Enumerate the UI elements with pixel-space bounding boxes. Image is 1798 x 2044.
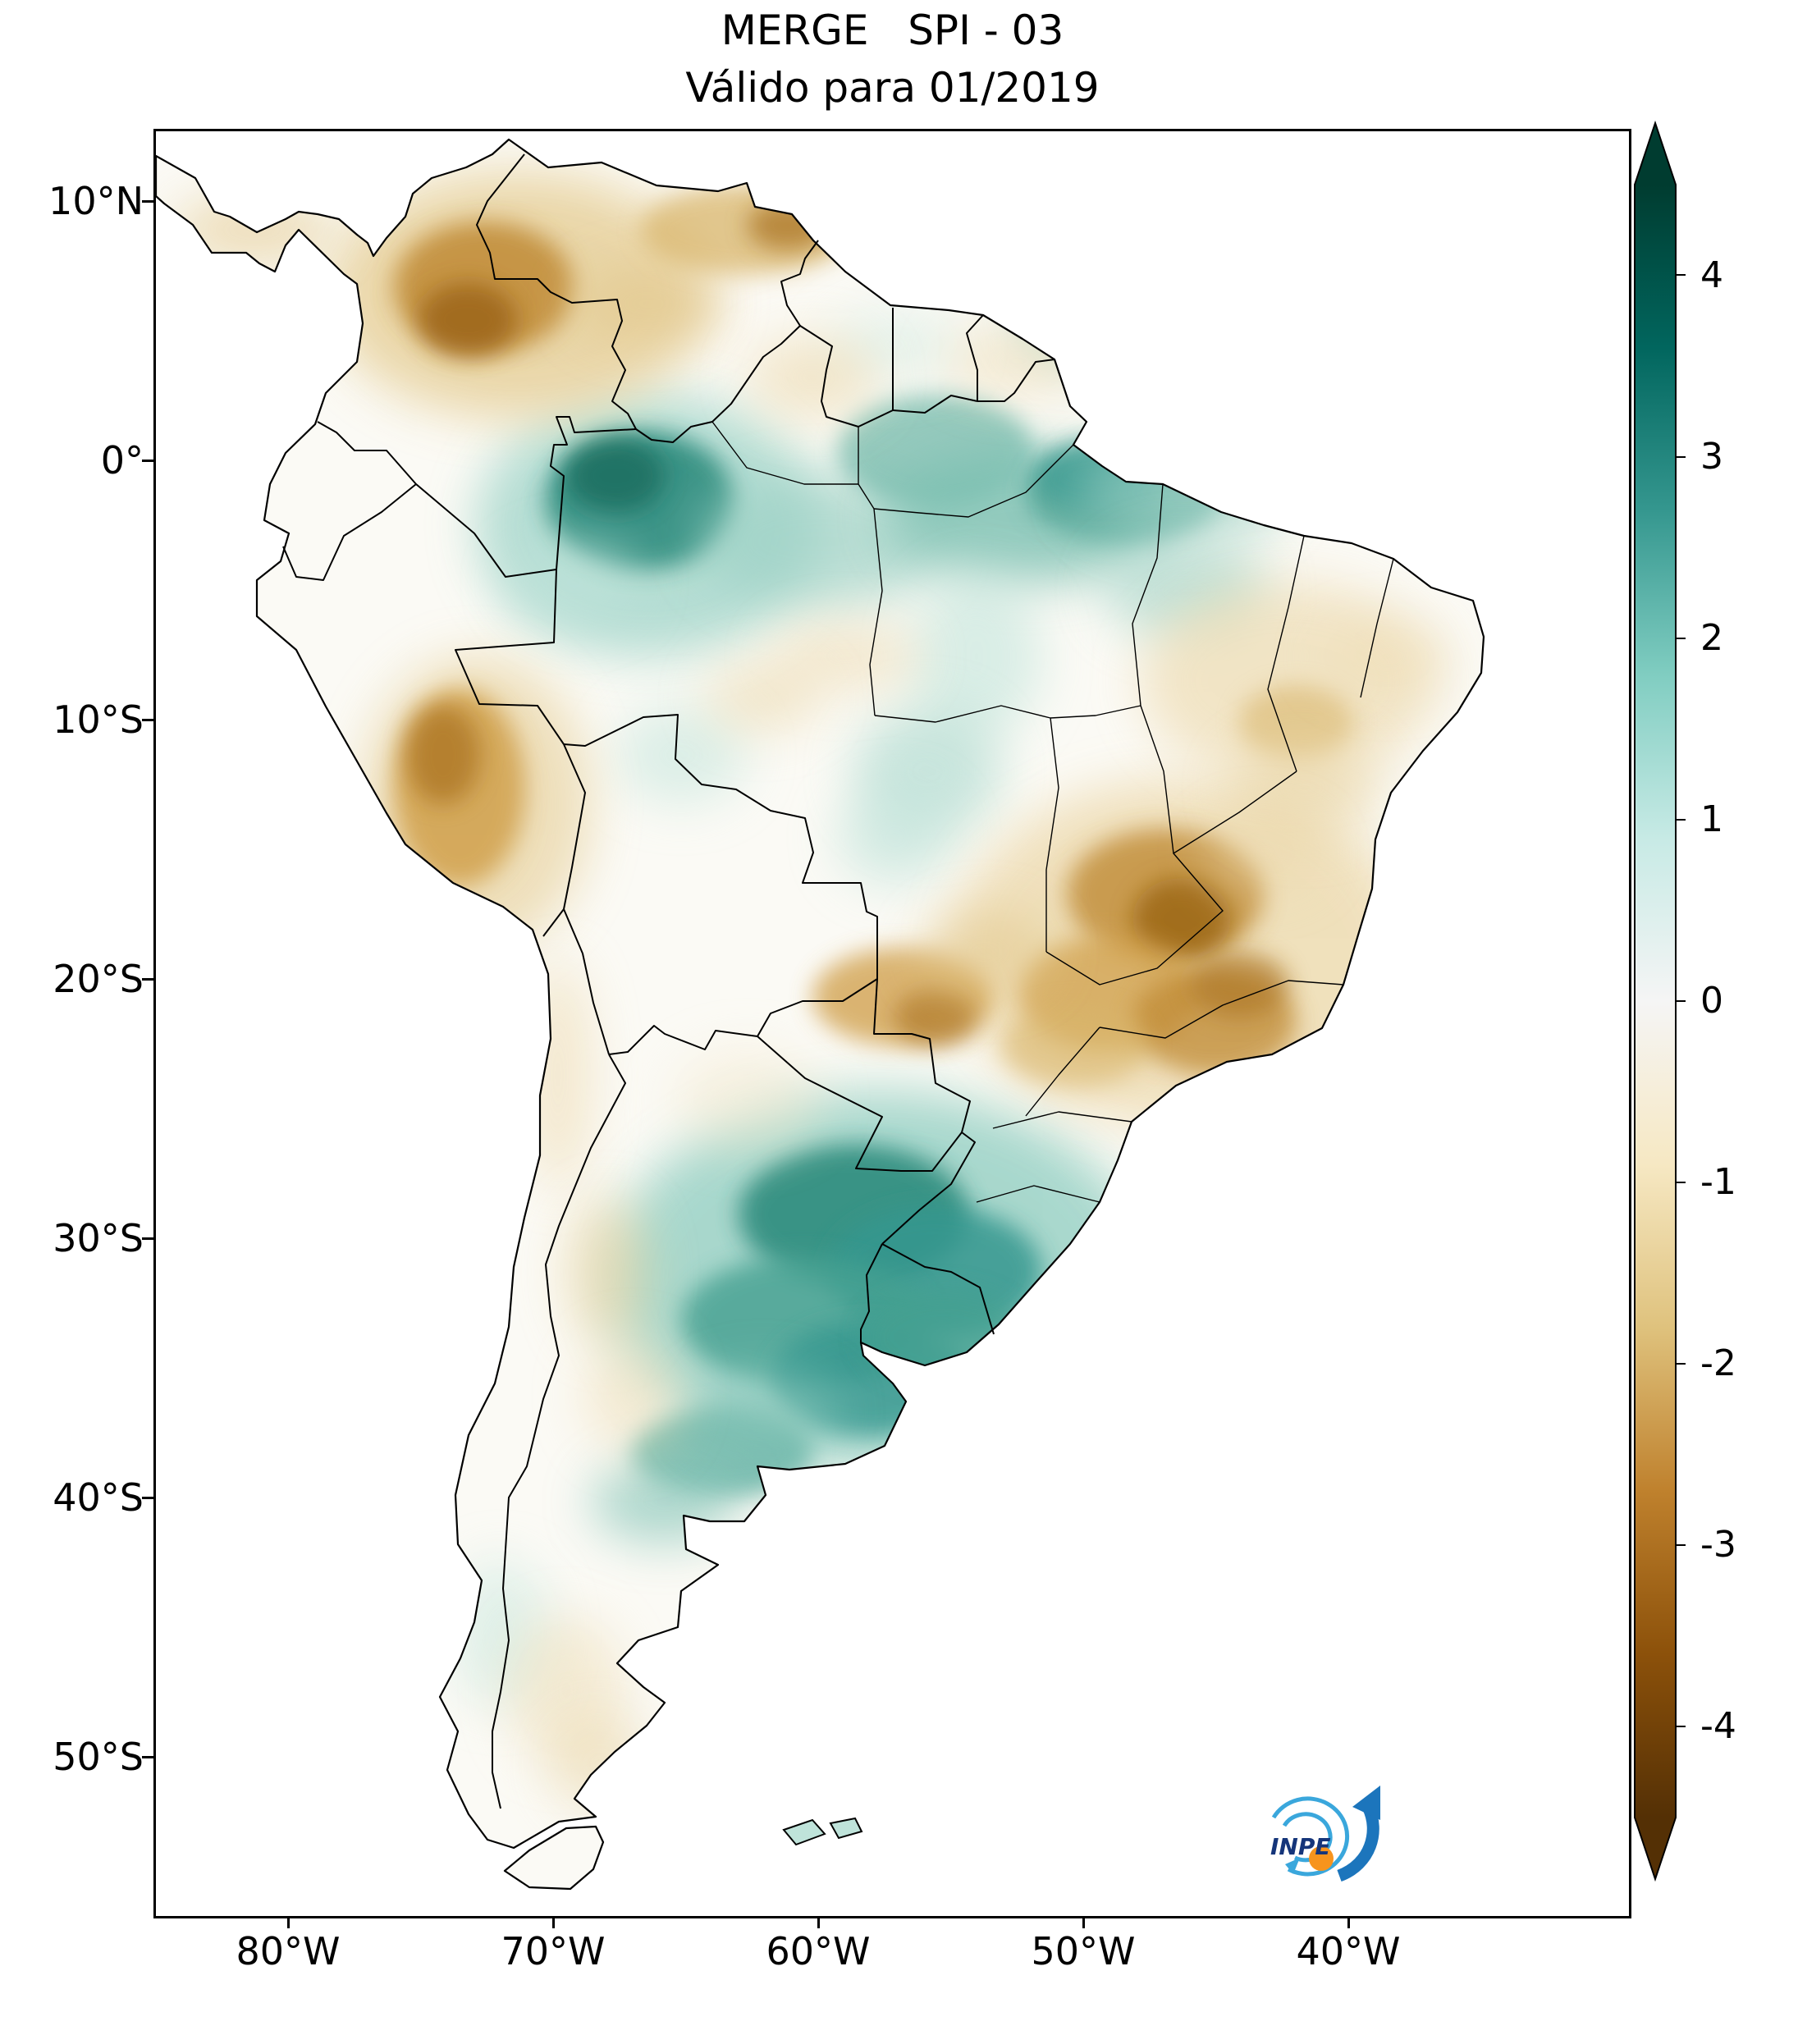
logo-arrow-icon (1336, 1804, 1379, 1882)
y-tick-mark (142, 200, 153, 203)
logo-swirl-arrowhead-icon (1285, 1858, 1300, 1874)
figure-subtitle: Válido para 01/2019 (685, 64, 1100, 112)
y-tick-mark (142, 1237, 153, 1240)
x-tick-label: 60°W (766, 1929, 871, 1973)
colorbar-tick-label: -4 (1700, 1705, 1736, 1747)
country-borders (282, 153, 1055, 1809)
x-tick-label: 80°W (236, 1929, 341, 1973)
colorbar (1634, 120, 1686, 1882)
y-tick-label: 20°S (53, 957, 144, 1001)
map-frame (153, 129, 1631, 1918)
colorbar-tick-marks (1676, 274, 1686, 1727)
figure-title: MERGE SPI - 03 (721, 7, 1064, 54)
y-tick-mark (142, 719, 153, 721)
x-tick-mark (552, 1917, 555, 1928)
x-tick-mark (287, 1917, 290, 1928)
y-tick-label: 40°S (53, 1475, 144, 1520)
x-tick-mark (817, 1917, 820, 1928)
y-tick-mark (142, 460, 153, 462)
south-america-map: INPE (156, 138, 1485, 1891)
logo-ball-icon (1309, 1846, 1334, 1871)
y-tick-label: 0° (100, 438, 144, 482)
x-tick-label: 50°W (1031, 1929, 1136, 1973)
colorbar-tick-label: 4 (1700, 254, 1723, 296)
colorbar-gradient (1634, 120, 1677, 1882)
y-tick-label: 10°N (48, 179, 144, 223)
tierra-del-fuego-path (503, 1825, 605, 1891)
x-tick-label: 70°W (501, 1929, 606, 1973)
coastline-path (156, 138, 1485, 1850)
x-tick-label: 40°W (1296, 1929, 1401, 1973)
y-tick-mark (142, 978, 153, 981)
y-tick-label: 10°S (53, 697, 144, 742)
state-borders (711, 421, 1394, 1203)
colorbar-tick-label: 2 (1700, 617, 1723, 659)
x-tick-mark (1082, 1917, 1085, 1928)
y-tick-mark (142, 1497, 153, 1499)
logo-arrowhead-icon (1352, 1786, 1380, 1820)
inpe-logo: INPE (1270, 1786, 1380, 1882)
x-tick-mark (1347, 1917, 1350, 1928)
y-tick-label: 50°S (53, 1735, 144, 1779)
colorbar-tick-label: -3 (1700, 1524, 1736, 1566)
logo-text: INPE (1270, 1833, 1331, 1860)
colorbar-tick-label: -1 (1700, 1161, 1736, 1203)
y-tick-mark (142, 1756, 153, 1758)
y-tick-label: 30°S (53, 1216, 144, 1260)
colorbar-tick-label: 0 (1700, 980, 1723, 1022)
colorbar-tick-label: 1 (1700, 798, 1723, 840)
colorbar-tick-label: -2 (1700, 1342, 1736, 1384)
colorbar-tick-label: 3 (1700, 436, 1723, 478)
falkland-islands-path (782, 1817, 863, 1846)
